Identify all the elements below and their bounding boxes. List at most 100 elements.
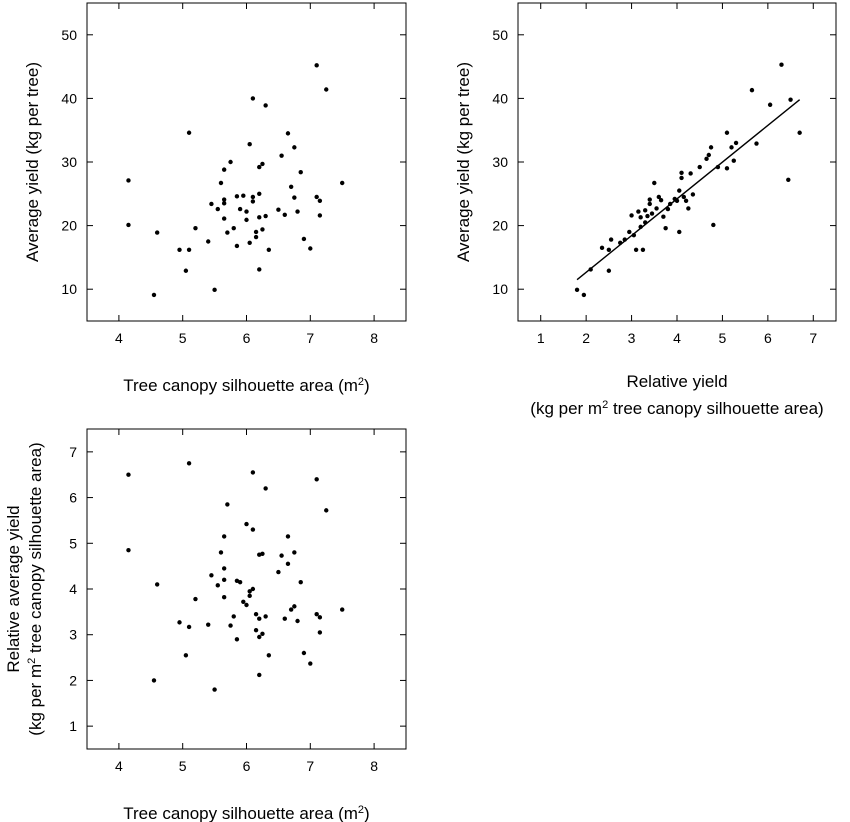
data-point [324,508,329,513]
data-point [247,240,252,245]
data-point [186,247,192,252]
data-point [679,170,684,176]
data-point [215,206,220,212]
data-point [298,579,303,585]
data-point [221,566,227,571]
data-point [209,573,214,578]
x-tick-label: 5 [179,758,187,774]
x-tick-label: 4 [115,758,123,774]
x-tick-label: 6 [764,330,772,346]
plot-frame [86,428,407,750]
data-point [221,201,227,206]
data-point [292,195,297,200]
data-point [647,197,652,202]
data-point [228,623,233,628]
data-point [244,602,249,608]
y-tick-label: 3 [69,627,77,643]
data-point [688,171,693,176]
y-tick-label: 50 [61,27,77,43]
data-point [221,595,227,600]
data-point [247,141,252,147]
data-point [643,208,648,213]
panel-1: 4 5 6 7 8 10 20 30 40 50 Tree canopy silhouette ar… [23,2,407,395]
data-point [654,206,659,211]
data-point [658,197,664,203]
y-tick-label: 7 [69,444,77,460]
data-point [193,225,198,231]
data-point [663,225,668,231]
data-point [581,292,587,298]
data-point [244,217,249,223]
data-point [729,145,734,150]
plot-frame [517,2,837,322]
data-point [253,627,259,633]
data-point [645,213,650,219]
data-point [234,637,240,642]
data-point [212,687,217,692]
x-tick-label: 8 [370,758,378,774]
data-point [218,550,224,555]
data-point [631,232,637,238]
data-point [260,551,265,556]
data-point [221,534,227,539]
data-point [656,194,662,200]
data-point [618,240,623,245]
data-point [308,661,313,666]
y-axis-label: Relative average yield [4,505,23,672]
data-point [250,194,256,200]
data-point [797,130,802,135]
data-point [606,247,612,252]
data-point [257,634,262,640]
y-tick-label: 50 [492,27,508,43]
data-point [244,521,249,527]
data-point [779,62,784,67]
data-point [314,194,319,200]
data-point [263,213,268,219]
data-point [257,672,262,678]
data-point [177,620,182,625]
y-tick-label: 5 [69,535,77,551]
data-point [126,178,131,183]
data-point [633,247,639,252]
data-point [206,622,211,627]
data-point [154,230,160,235]
data-point [285,534,291,539]
x-tick-label: 7 [306,758,314,774]
data-point [221,577,227,583]
data-point [276,207,281,212]
regression-line [576,99,801,281]
data-point [177,247,182,252]
data-point [697,164,702,170]
x-tick-label: 4 [115,330,123,346]
data-point [247,593,252,599]
data-point [151,292,157,298]
y-tick-label: 1 [69,718,77,734]
data-point [285,131,291,136]
data-point [231,225,236,231]
data-point [250,586,256,592]
y-axis-label: Average yield (kg per tree) [454,62,473,262]
data-point [786,177,791,183]
data-point [733,140,739,146]
data-point [250,96,256,101]
data-point [282,212,287,217]
data-point [257,191,262,196]
data-point [340,180,345,186]
data-point [314,611,319,617]
data-point [627,229,632,235]
y-tick-label: 4 [69,581,77,597]
y-axis-label: Average yield (kg per tree) [23,62,42,262]
data-point [301,650,307,656]
data-point [629,213,634,218]
data-point [263,614,268,619]
y-tick-label: 10 [61,281,77,297]
data-point [295,209,300,214]
x-tick-label: 6 [243,758,251,774]
data-point [767,102,773,107]
data-point [266,247,272,252]
data-point [276,569,281,575]
data-point [215,583,220,588]
data-point [250,527,256,532]
y-tick-label: 30 [492,154,508,170]
data-point [183,653,189,658]
